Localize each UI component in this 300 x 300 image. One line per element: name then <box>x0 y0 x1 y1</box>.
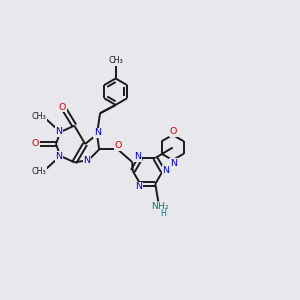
Text: N: N <box>55 127 62 136</box>
Text: CH₃: CH₃ <box>32 112 47 121</box>
Text: O: O <box>59 103 66 112</box>
Text: NH₂: NH₂ <box>151 202 169 211</box>
Text: O: O <box>115 141 122 150</box>
Text: N: N <box>170 159 177 168</box>
Text: N: N <box>55 152 62 161</box>
Text: N: N <box>134 152 141 161</box>
Text: N: N <box>94 128 101 137</box>
Text: CH₃: CH₃ <box>108 56 123 65</box>
Text: O: O <box>169 128 177 136</box>
Text: H: H <box>160 209 166 218</box>
Text: O: O <box>32 140 39 148</box>
Text: CH₃: CH₃ <box>32 167 47 176</box>
Text: N: N <box>83 156 90 165</box>
Text: N: N <box>162 166 169 175</box>
Text: N: N <box>135 182 142 191</box>
